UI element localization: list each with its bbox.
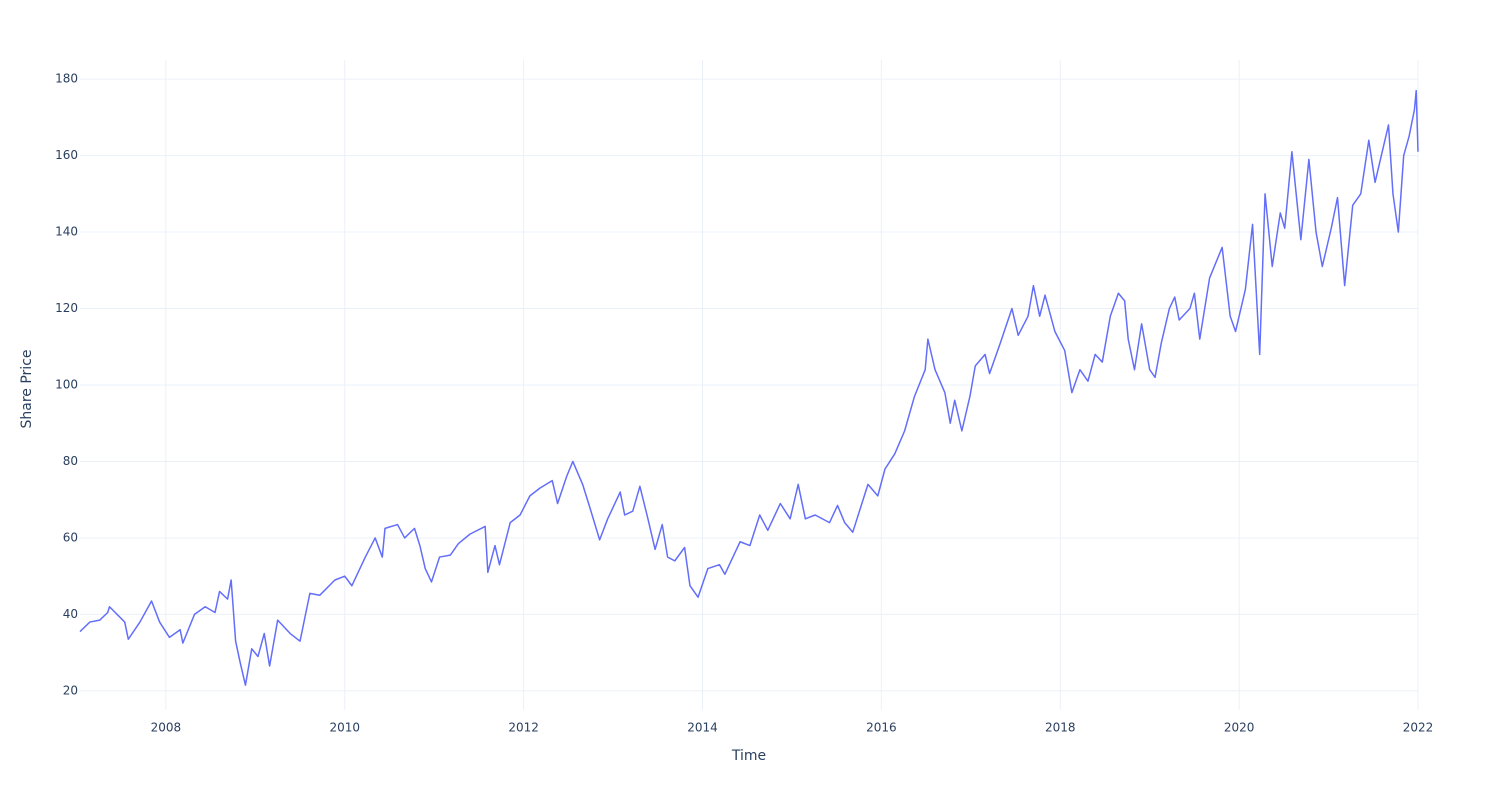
x-tick-label: 2014 [687, 721, 718, 735]
x-tick-label: 2008 [151, 721, 182, 735]
price-line [79, 89, 1419, 686]
y-tick-label: 180 [55, 72, 78, 86]
y-tick-label: 120 [55, 301, 78, 315]
x-tick-label: 2016 [866, 721, 897, 735]
x-axis-title: Time [731, 748, 766, 764]
y-tick-label: 40 [63, 607, 78, 621]
y-tick-label: 20 [63, 683, 78, 697]
x-tick-label: 2020 [1224, 721, 1255, 735]
x-tick-label: 2012 [508, 721, 539, 735]
x-tick-label: 2018 [1045, 721, 1076, 735]
y-tick-label: 80 [63, 454, 78, 468]
y-tick-label: 140 [55, 225, 78, 239]
y-tick-label: 60 [63, 530, 78, 544]
x-tick-label: 2022 [1403, 721, 1434, 735]
y-tick-label: 100 [55, 378, 78, 392]
y-tick-label: 160 [55, 148, 78, 162]
x-tick-label: 2010 [329, 721, 360, 735]
y-axis-title: Share Price [19, 349, 35, 428]
